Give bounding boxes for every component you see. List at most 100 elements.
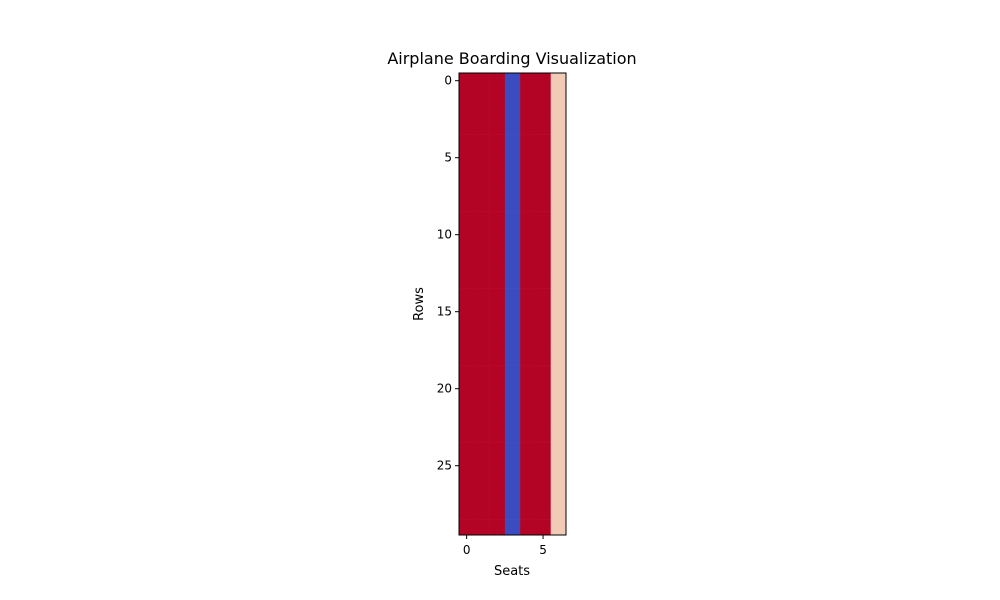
heatmap-cell	[520, 504, 536, 520]
heatmap-cell	[474, 519, 490, 536]
heatmap-cell	[489, 519, 506, 536]
heatmap-cell	[520, 103, 536, 120]
heatmap-cell	[459, 227, 475, 243]
heatmap-cell	[459, 304, 475, 320]
heatmap-cell	[535, 257, 552, 274]
heatmap-cell	[459, 180, 475, 197]
heatmap-cell	[489, 458, 506, 474]
heatmap-cell	[535, 180, 552, 197]
heatmap-cell	[474, 257, 490, 274]
heatmap-cell	[535, 488, 552, 505]
heatmap-cell	[550, 519, 567, 536]
heatmap-cell	[474, 227, 490, 243]
heatmap-cell	[520, 227, 536, 243]
heatmap-cell	[504, 365, 521, 382]
heatmap-cell	[474, 242, 490, 259]
heatmap-cell	[535, 134, 552, 151]
heatmap-cell	[504, 504, 521, 520]
heatmap-cell	[489, 350, 506, 366]
heatmap-cell	[550, 411, 567, 428]
heatmap-cell	[474, 334, 490, 351]
heatmap-cell	[535, 304, 552, 320]
heatmap-cell	[489, 227, 506, 243]
heatmap-cell	[535, 365, 552, 382]
heatmap-cell	[459, 519, 475, 536]
heatmap-cell	[489, 504, 506, 520]
heatmap-cell	[489, 396, 506, 413]
heatmap-cell	[520, 458, 536, 474]
heatmap-cell	[504, 458, 521, 474]
heatmap-cell	[520, 319, 536, 336]
heatmap-cell	[504, 442, 521, 459]
heatmap-cell	[474, 381, 490, 397]
heatmap-cell	[459, 488, 475, 505]
heatmap-cell	[535, 350, 552, 366]
heatmap-cell	[489, 196, 506, 212]
heatmap-cell	[489, 427, 506, 443]
chart-title: Airplane Boarding Visualization	[387, 49, 636, 68]
heatmap-cell	[520, 381, 536, 397]
heatmap-cell	[459, 119, 475, 135]
plot-frame	[458, 72, 567, 536]
heatmap-cell	[504, 396, 521, 413]
heatmap-cell	[474, 165, 490, 182]
heatmap-cell	[520, 257, 536, 274]
heatmap-cell	[520, 304, 536, 320]
heatmap-cell	[520, 350, 536, 366]
heatmap-cell	[474, 273, 490, 289]
x-tick-label: 0	[463, 543, 471, 557]
heatmap-cell	[474, 134, 490, 151]
heatmap-cell	[459, 411, 475, 428]
heatmap-cell	[550, 273, 567, 289]
heatmap-cell	[474, 411, 490, 428]
heatmap-cell	[520, 442, 536, 459]
heatmap-cell	[550, 381, 567, 397]
heatmap-cell	[459, 73, 475, 89]
heatmap-cell	[459, 396, 475, 413]
heatmap-cell	[504, 350, 521, 366]
heatmap-cell	[474, 319, 490, 336]
heatmap-cell	[550, 73, 567, 89]
heatmap-cell	[504, 227, 521, 243]
heatmap-cell	[489, 304, 506, 320]
heatmap-cell	[474, 365, 490, 382]
heatmap-cell	[535, 288, 552, 305]
heatmap-cell	[504, 165, 521, 182]
heatmap-cell	[474, 350, 490, 366]
heatmap-cell	[489, 73, 506, 89]
x-tick-label: 5	[539, 543, 547, 557]
heatmap-cell	[474, 396, 490, 413]
heatmap-cell	[474, 488, 490, 505]
heatmap-cell	[459, 442, 475, 459]
heatmap-cell	[489, 165, 506, 182]
heatmap-cell	[504, 88, 521, 105]
heatmap-cell	[474, 427, 490, 443]
heatmap-cell	[504, 196, 521, 212]
heatmap-cell	[535, 73, 552, 89]
heatmap-cell	[459, 196, 475, 212]
heatmap-cell	[504, 304, 521, 320]
heatmap-cell	[520, 134, 536, 151]
heatmap-cell	[489, 365, 506, 382]
heatmap-cell	[459, 458, 475, 474]
heatmap-cell	[520, 180, 536, 197]
heatmap-cell	[550, 180, 567, 197]
heatmap-cell	[459, 473, 475, 490]
heatmap-cell	[459, 427, 475, 443]
heatmap-cell	[535, 473, 552, 490]
heatmap-cell	[535, 211, 552, 228]
heatmap-cell	[489, 257, 506, 274]
heatmap-cell	[535, 319, 552, 336]
heatmap-cell	[520, 273, 536, 289]
heatmap-cell	[504, 427, 521, 443]
heatmap-cell	[520, 488, 536, 505]
heatmap-cell	[520, 242, 536, 259]
heatmap-cell	[489, 88, 506, 105]
heatmap-cell	[459, 103, 475, 120]
heatmap-cell	[550, 319, 567, 336]
heatmap-cell	[550, 288, 567, 305]
y-tick-label: 10	[437, 228, 452, 242]
heatmap-cell	[550, 150, 567, 166]
heatmap-cell	[459, 381, 475, 397]
heatmap-cell	[474, 119, 490, 135]
